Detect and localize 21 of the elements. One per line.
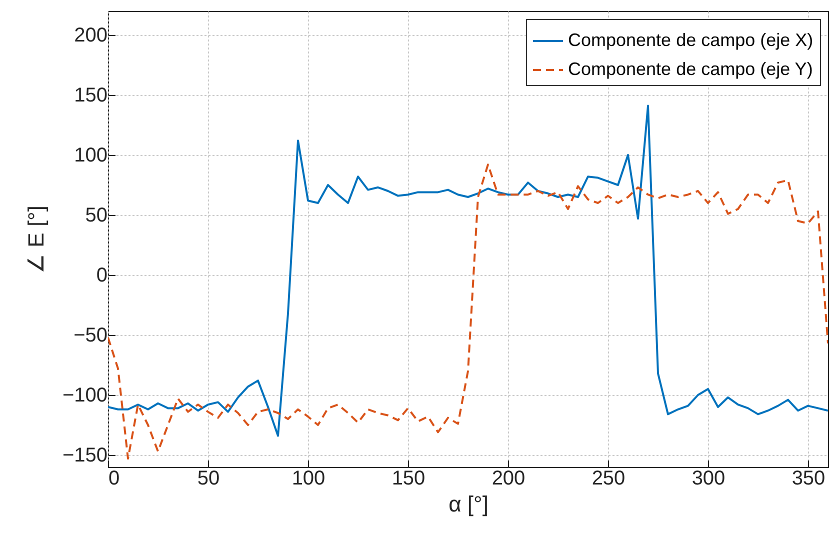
legend-label: Componente de campo (eje X)	[568, 30, 814, 50]
line-series	[108, 104, 828, 437]
y-axis-title: ∠ E [°]	[23, 206, 48, 274]
x-tick-label: 200	[492, 468, 526, 490]
y-tick-label: −100	[62, 384, 108, 406]
x-tick-label: 350	[792, 468, 826, 490]
x-axis-title: α [°]	[448, 492, 488, 516]
y-tick-label: −50	[74, 324, 108, 346]
y-tick-label: 0	[96, 264, 108, 286]
y-tick-label: 100	[74, 144, 108, 166]
y-tick-label: 50	[85, 204, 108, 226]
legend-label: Componente de campo (eje Y)	[568, 59, 813, 79]
x-tick-label: 100	[292, 468, 326, 490]
y-tick-label: 200	[74, 24, 108, 46]
y-tick-label: 150	[74, 84, 108, 106]
x-tick-label: 150	[392, 468, 426, 490]
line-series	[108, 164, 828, 460]
x-tick-label: 300	[692, 468, 726, 490]
y-tick-label: −150	[62, 444, 108, 466]
x-tick-label: 50	[197, 468, 220, 490]
x-tick-label: 250	[592, 468, 626, 490]
